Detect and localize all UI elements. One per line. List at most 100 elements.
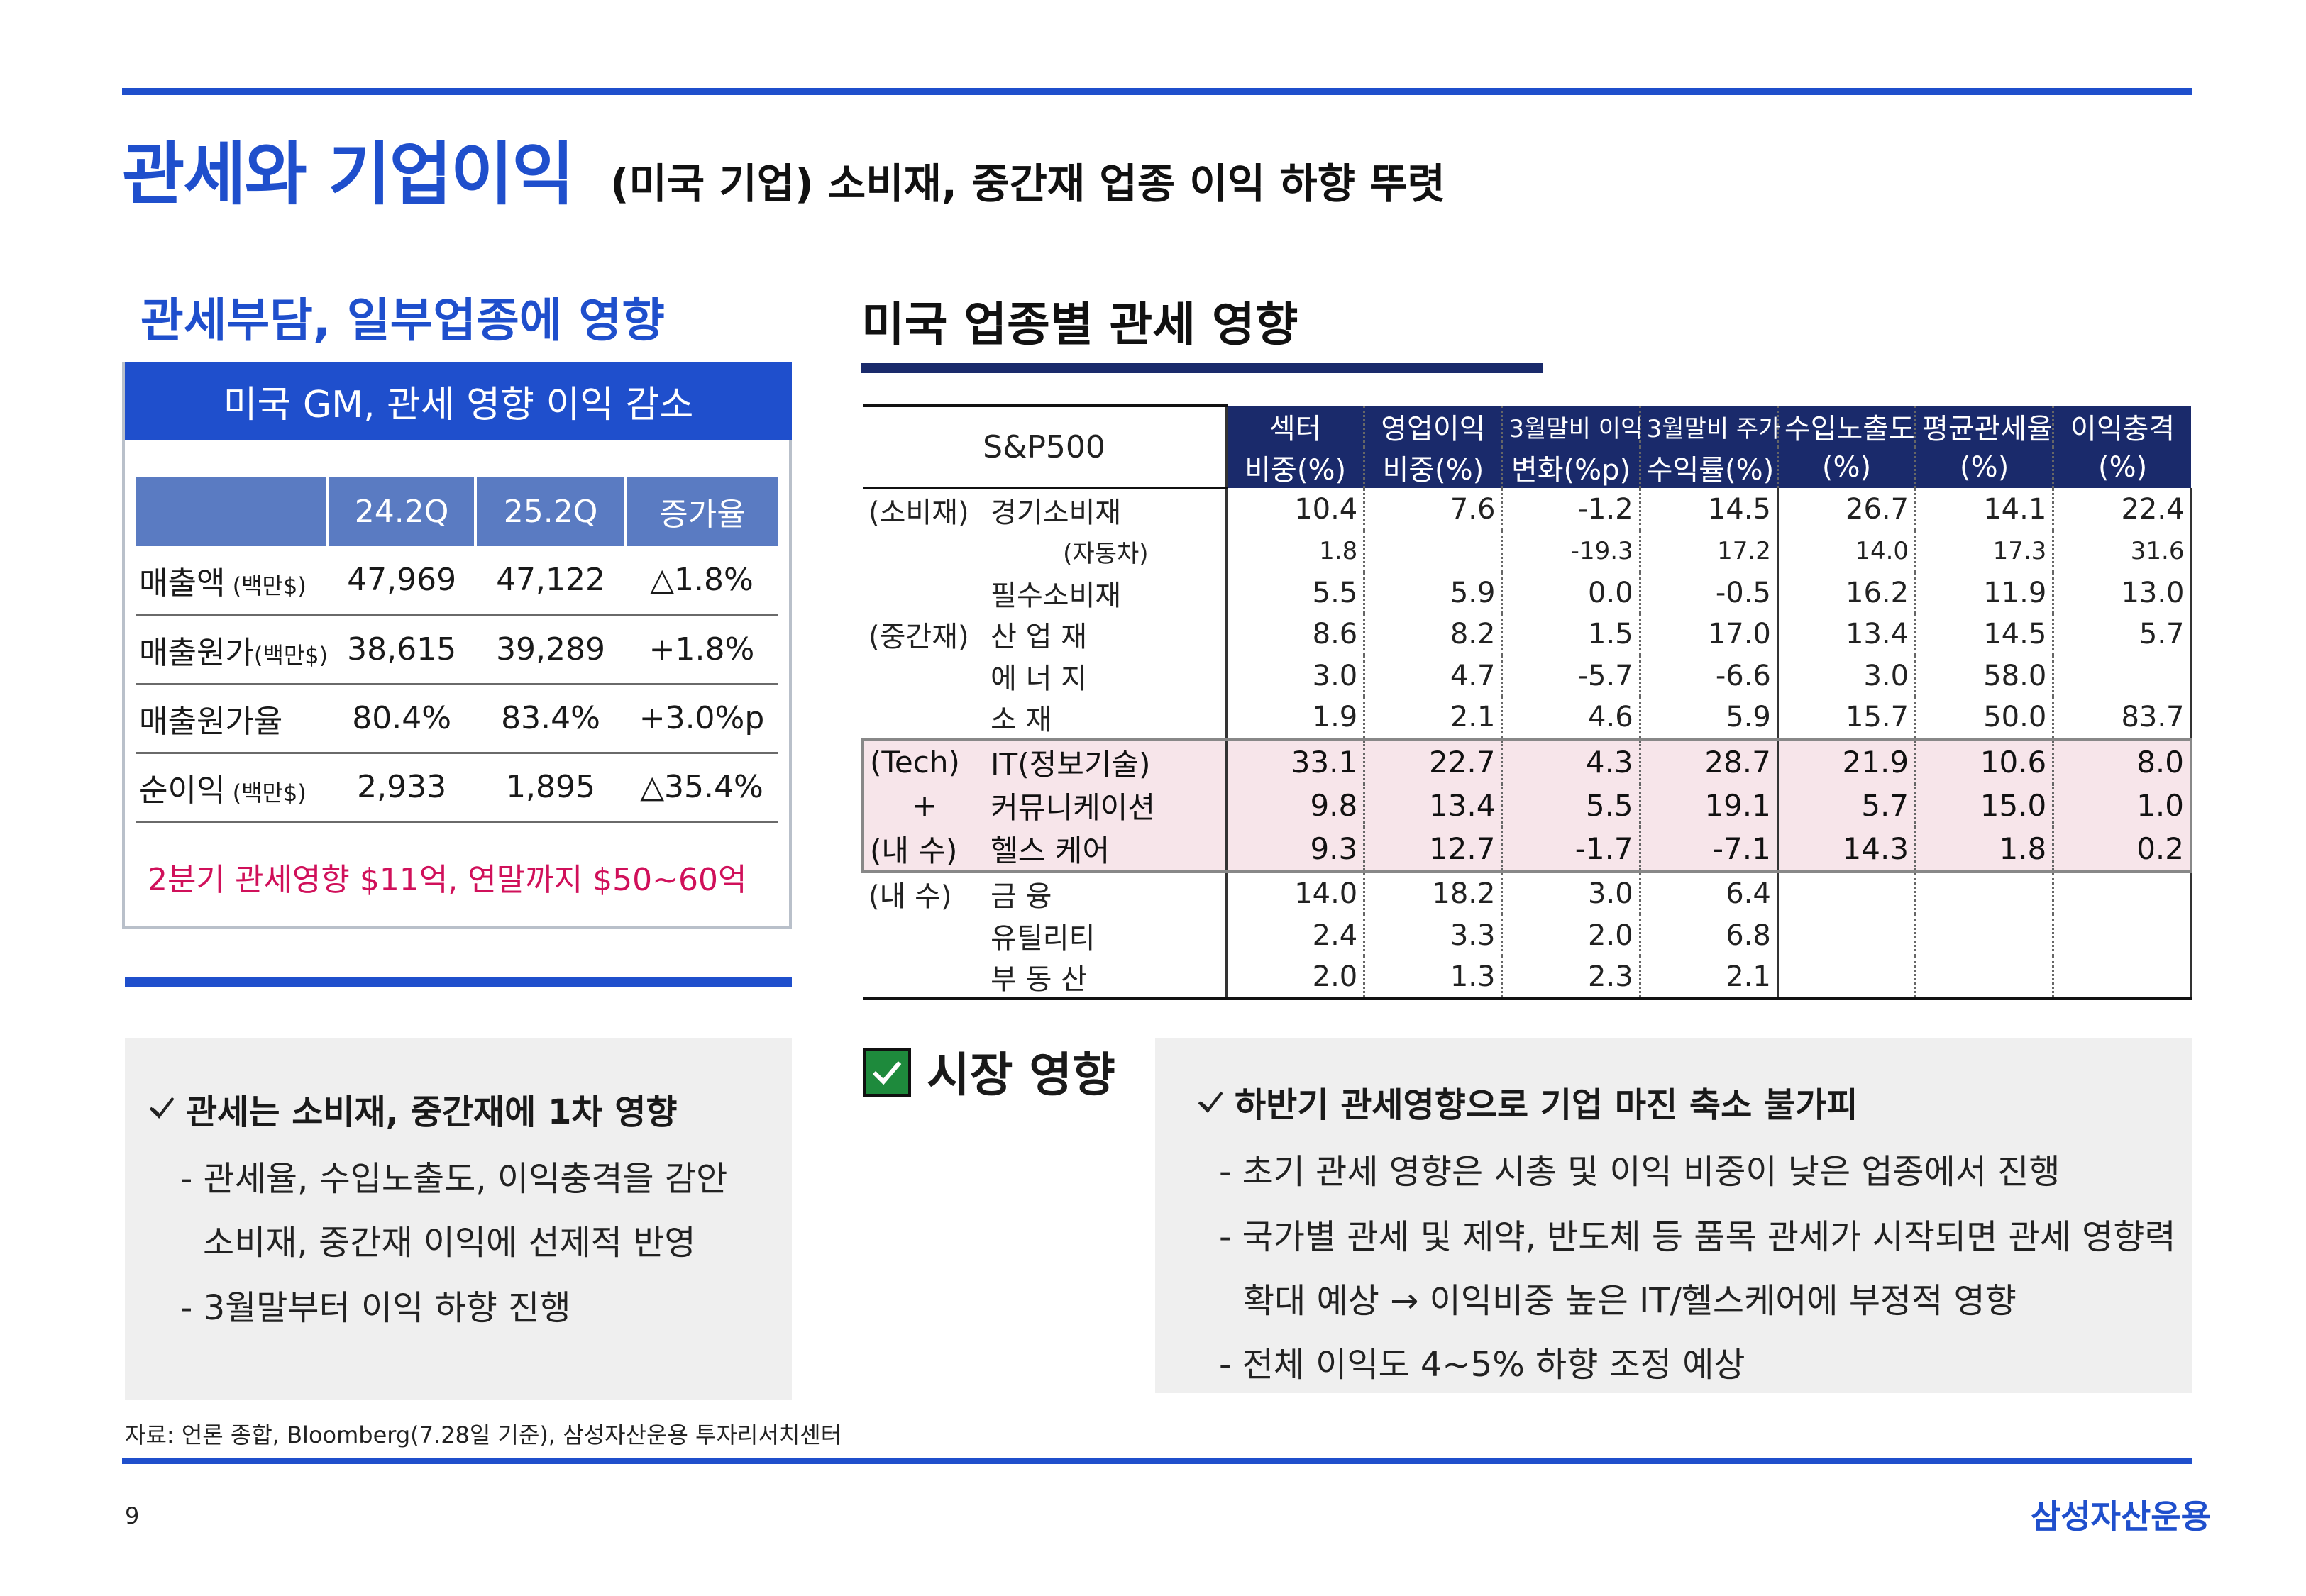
sector-value: 14.0 xyxy=(1226,870,1366,915)
sector-value: 14.0 xyxy=(1777,531,1917,572)
sector-value: 21.9 xyxy=(1777,738,1917,785)
sector-col-subheader: (%) xyxy=(2053,447,2191,488)
sector-value: 0.0 xyxy=(1501,572,1641,614)
sector-value: 31.6 xyxy=(2053,531,2192,572)
sector-value: 1.9 xyxy=(1226,697,1366,740)
gm-row-label-cell: 매출원가(백만$) xyxy=(136,615,329,685)
gm-value-cell: 39,289 xyxy=(475,615,627,685)
gm-value-cell: +3.0%p xyxy=(626,684,778,754)
sector-name: IT(정보기술) xyxy=(985,738,1228,785)
sector-value: 3.0 xyxy=(1501,870,1641,915)
sector-value: -7.1 xyxy=(1640,827,1779,874)
sector-value: 16.2 xyxy=(1777,572,1917,614)
gm-table: 24.2Q 25.2Q 증가율 매출액 (백만$) 47,969 47,122 △1.… xyxy=(136,477,778,823)
sector-value xyxy=(2053,914,2192,956)
sector-value: 17.0 xyxy=(1640,614,1779,655)
left-bullet-line: 소비재, 중간재 이익에 선제적 반영 xyxy=(203,1223,696,1263)
sector-col-header: 이익충격 xyxy=(2053,406,2191,447)
sector-value: 18.2 xyxy=(1364,870,1504,915)
gm-value-cell: +1.8% xyxy=(626,615,778,685)
source-note: 자료: 언론 종합, Bloomberg(7.28일 기준), 삼성자산운용 투… xyxy=(125,1422,842,1448)
sector-value: 14.5 xyxy=(1640,488,1779,531)
sector-value: 1.8 xyxy=(1226,531,1366,572)
sector-value: 2.1 xyxy=(1640,955,1779,1000)
sector-value: 1.8 xyxy=(1915,827,2055,874)
sector-value: 9.3 xyxy=(1226,827,1366,874)
sector-value: 5.5 xyxy=(1501,784,1641,828)
sector-group: (Tech) xyxy=(861,738,986,785)
sector-value: 7.6 xyxy=(1364,488,1504,531)
gm-table-row: 매출원가율 80.4% 83.4% +3.0%p xyxy=(136,684,778,754)
sector-value xyxy=(2053,955,2192,1000)
check-mark-icon xyxy=(872,1061,902,1085)
right-heading-rule xyxy=(861,363,1543,373)
sector-value xyxy=(1777,914,1917,956)
sector-col-subheader: 비중(%) xyxy=(1364,447,1504,488)
gm-col-blank xyxy=(136,477,329,546)
sector-col-subheader: 변화(%p) xyxy=(1501,447,1641,488)
right-section-heading: 미국 업종별 관세 영향 xyxy=(861,297,1298,352)
gm-table-header: 24.2Q 25.2Q 증가율 xyxy=(136,477,778,546)
gm-col-header: 증가율 xyxy=(624,477,778,546)
sector-value: 1.5 xyxy=(1501,614,1641,655)
sector-value: 19.1 xyxy=(1640,784,1779,828)
gm-row-label: 순이익 xyxy=(139,772,226,809)
sector-row: 소 재 1.9 2.1 4.6 5.9 15.7 50.0 83.7 xyxy=(863,697,2192,740)
sector-value: 10.4 xyxy=(1226,488,1366,531)
gm-col-header: 25.2Q xyxy=(474,477,627,546)
gm-value-cell: 38,615 xyxy=(328,615,476,685)
sector-value: 28.7 xyxy=(1640,738,1779,785)
page-number: 9 xyxy=(125,1502,140,1529)
sector-value: 2.1 xyxy=(1364,697,1504,740)
gm-table-row: 매출액 (백만$) 47,969 47,122 △1.8% xyxy=(136,546,778,616)
sector-value xyxy=(2053,655,2192,697)
left-divider xyxy=(125,977,792,987)
sector-value: 5.9 xyxy=(1640,697,1779,740)
sector-value: 17.2 xyxy=(1640,531,1779,572)
gm-box-title: 미국 GM, 관세 영향 이익 감소 xyxy=(125,362,792,440)
sector-value: 14.3 xyxy=(1777,827,1917,874)
checkbox-icon xyxy=(863,1048,911,1097)
gm-row-label-cell: 매출액 (백만$) xyxy=(136,546,329,616)
sector-row: 부 동 산 2.0 1.3 2.3 2.1 xyxy=(863,955,2192,1000)
sector-value: 2.3 xyxy=(1501,955,1641,1000)
sector-value: 13.0 xyxy=(2053,572,2192,614)
left-bullet-head: 관세는 소비재, 중간재에 1차 영향 xyxy=(186,1092,678,1132)
sector-value: 1.3 xyxy=(1364,955,1504,1000)
sector-value: 2.0 xyxy=(1226,955,1366,1000)
gm-value-cell: 2,933 xyxy=(328,753,476,823)
sector-col-header: 평균관세율 xyxy=(1915,406,2055,447)
sector-value: -5.7 xyxy=(1501,655,1641,697)
sector-value: 2.0 xyxy=(1501,914,1641,956)
sector-value: 3.0 xyxy=(1226,655,1366,697)
sector-value: -0.5 xyxy=(1640,572,1779,614)
sector-name: 필수소비재 xyxy=(985,572,1228,614)
left-section-heading: 관세부담, 일부업종에 영향 xyxy=(140,293,665,348)
sector-value: 2.4 xyxy=(1226,914,1366,956)
gm-value-cell: △35.4% xyxy=(626,753,778,823)
sector-value xyxy=(2053,870,2192,915)
gm-table-row: 매출원가(백만$) 38,615 39,289 +1.8% xyxy=(136,615,778,685)
sector-value: 4.7 xyxy=(1364,655,1504,697)
sector-col-header: 섹터 xyxy=(1226,406,1366,447)
sector-value: 22.7 xyxy=(1364,738,1504,785)
sector-value: -6.6 xyxy=(1640,655,1779,697)
gm-value-cell: 47,969 xyxy=(328,546,476,616)
sector-row: (내 수) 헬스 케어 9.3 12.7 -1.7 -7.1 14.3 1.8 0.2 xyxy=(861,827,2193,874)
sector-value: 13.4 xyxy=(1777,614,1917,655)
gm-table-row: 순이익 (백만$) 2,933 1,895 △35.4% xyxy=(136,753,778,823)
sector-col-header: 3월말비 이익 xyxy=(1501,406,1643,447)
page-subtitle: (미국 기업) 소비재, 중간재 업종 이익 하향 뚜렷 xyxy=(610,160,1445,208)
gm-value-cell: 80.4% xyxy=(328,684,476,754)
sector-value: 5.5 xyxy=(1226,572,1366,614)
sector-name: 헬스 케어 xyxy=(985,827,1228,874)
gm-col-header: 24.2Q xyxy=(326,477,476,546)
sector-row: + 커뮤니케이션 9.8 13.4 5.5 19.1 5.7 15.0 1.0 xyxy=(861,784,2193,828)
left-bullet-box: 관세는 소비재, 중간재에 1차 영향 - 관세율, 수입노출도, 이익충격을 … xyxy=(125,1038,792,1400)
gm-row-unit: (백만$) xyxy=(225,779,307,807)
sector-group xyxy=(863,697,985,739)
sector-value: 22.4 xyxy=(2053,488,2192,531)
sector-value: 6.8 xyxy=(1640,914,1779,956)
sector-group xyxy=(863,655,985,697)
sector-value: 8.2 xyxy=(1364,614,1504,655)
